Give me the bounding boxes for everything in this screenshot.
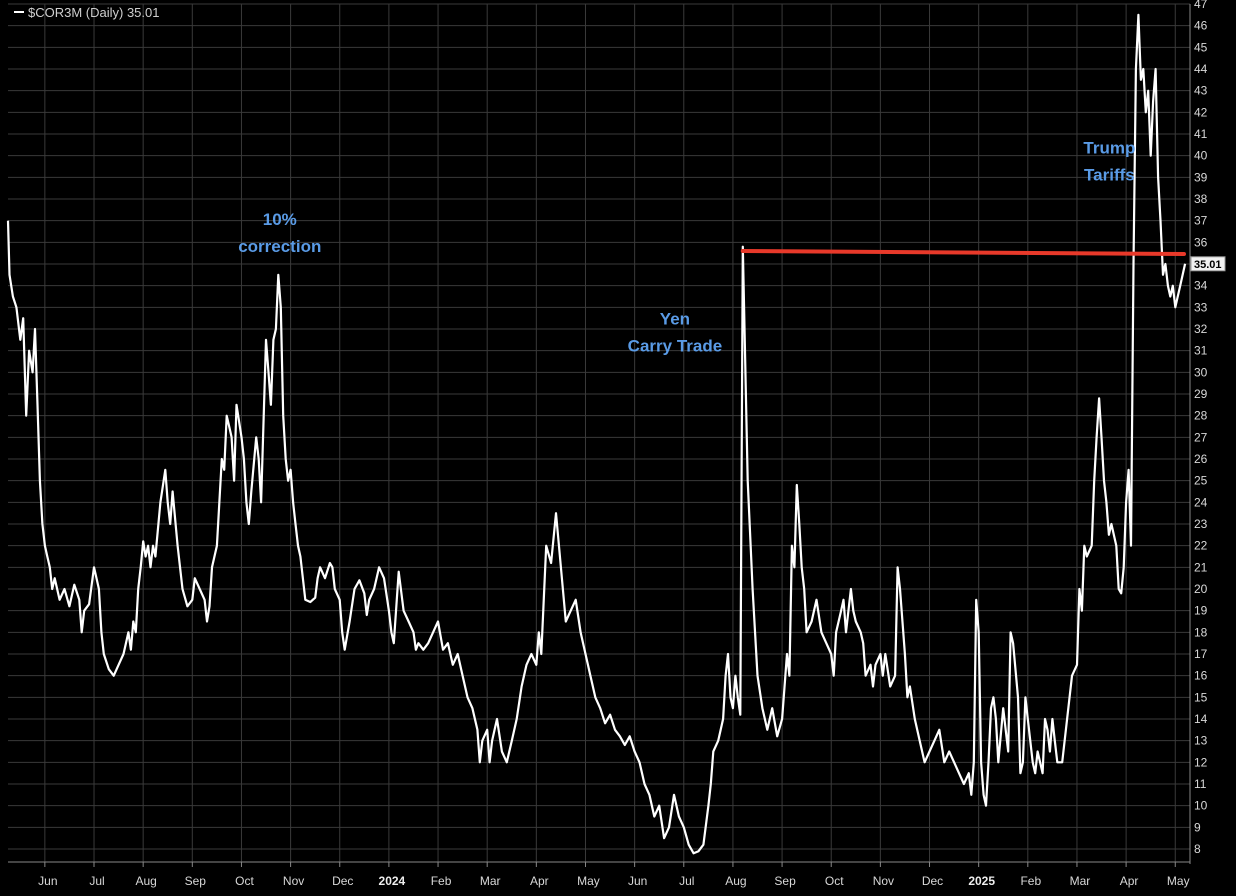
y-tick-label: 18 bbox=[1194, 625, 1208, 639]
y-tick-label: 40 bbox=[1194, 149, 1208, 163]
y-tick-label: 21 bbox=[1194, 560, 1208, 574]
x-tick-label: Feb bbox=[1020, 874, 1041, 888]
y-tick-label: 33 bbox=[1194, 300, 1208, 314]
x-tick-label: May bbox=[1167, 874, 1190, 888]
annotations: 10% correction Yen Carry Trade Trump Tariffs bbox=[238, 139, 1135, 356]
x-tick-label: Jun bbox=[38, 874, 57, 888]
x-tick-label: Aug bbox=[725, 874, 746, 888]
y-tick-label: 32 bbox=[1194, 322, 1208, 336]
y-tick-label: 42 bbox=[1194, 105, 1208, 119]
y-axis: 8 9 10 11 12 13 14 15 16 17 18 19 20 21 22 23 24 25 26 27 28… bbox=[1189, 0, 1226, 864]
y-tick-label: 38 bbox=[1194, 192, 1208, 206]
series-line bbox=[6, 13, 1187, 855]
x-tick-label: 2025 bbox=[968, 874, 995, 888]
x-tick-label: Feb bbox=[431, 874, 452, 888]
x-tick-label: Jul bbox=[679, 874, 694, 888]
x-tick-label: Dec bbox=[332, 874, 353, 888]
y-tick-label: 22 bbox=[1194, 539, 1208, 553]
y-tick-label: 34 bbox=[1194, 279, 1208, 293]
legend: $COR3M (Daily) 35.01 bbox=[14, 5, 160, 20]
x-tick-label: Apr bbox=[530, 874, 549, 888]
legend-swatch bbox=[14, 11, 24, 13]
y-tick-label: 46 bbox=[1194, 19, 1208, 33]
y-tick-label: 9 bbox=[1194, 820, 1201, 834]
x-tick-label: Dec bbox=[922, 874, 943, 888]
y-tick-label: 43 bbox=[1194, 84, 1208, 98]
annotation-text: Tariffs bbox=[1084, 166, 1135, 185]
x-tick-label: Jul bbox=[89, 874, 104, 888]
y-tick-label: 37 bbox=[1194, 214, 1208, 228]
annotation-text: Yen bbox=[660, 310, 690, 329]
x-tick-label: Nov bbox=[283, 874, 304, 888]
y-tick-label: 31 bbox=[1194, 344, 1208, 358]
y-tick-label: 12 bbox=[1194, 755, 1208, 769]
y-tick-label: 24 bbox=[1194, 495, 1208, 509]
last-value-label: 35.01 bbox=[1194, 259, 1222, 271]
x-tick-label: Mar bbox=[480, 874, 501, 888]
y-tick-label: 39 bbox=[1194, 170, 1208, 184]
annotation-text: 10% bbox=[263, 210, 297, 229]
last-value-badge bbox=[1190, 256, 1226, 272]
annotation-text: Carry Trade bbox=[628, 337, 723, 356]
y-tick-label: 25 bbox=[1194, 474, 1208, 488]
y-tick-label: 36 bbox=[1194, 235, 1208, 249]
x-tick-label: Sep bbox=[774, 874, 796, 888]
y-tick-label: 47 bbox=[1194, 0, 1208, 11]
y-tick-label: 19 bbox=[1194, 604, 1208, 618]
x-tick-label: Nov bbox=[873, 874, 894, 888]
x-tick-label: Mar bbox=[1070, 874, 1091, 888]
y-tick-label: 30 bbox=[1194, 365, 1208, 379]
y-tick-label: 20 bbox=[1194, 582, 1208, 596]
y-tick-label: 45 bbox=[1194, 40, 1208, 54]
y-tick-label: 8 bbox=[1194, 842, 1201, 856]
y-tick-label: 27 bbox=[1194, 430, 1208, 444]
gridlines bbox=[8, 3, 1190, 862]
x-tick-label: Sep bbox=[185, 874, 207, 888]
y-tick-label: 11 bbox=[1194, 777, 1207, 791]
y-tick-label: 10 bbox=[1194, 799, 1208, 813]
x-tick-label: Aug bbox=[135, 874, 156, 888]
y-tick-label: 17 bbox=[1194, 647, 1208, 661]
x-tick-label: Apr bbox=[1120, 874, 1139, 888]
y-tick-label: 14 bbox=[1194, 712, 1208, 726]
y-tick-label: 23 bbox=[1194, 517, 1208, 531]
y-tick-label: 41 bbox=[1194, 127, 1208, 141]
reference-line bbox=[740, 249, 1186, 256]
x-axis: Jun Jul Aug Sep Oct Nov Dec 2024 Feb Mar Apr May Jun… bbox=[8, 861, 1190, 888]
y-tick-label: 13 bbox=[1194, 734, 1208, 748]
y-tick-label: 26 bbox=[1194, 452, 1208, 466]
annotation-text: Trump bbox=[1083, 139, 1135, 158]
x-tick-label: 2024 bbox=[379, 874, 406, 888]
y-tick-label: 29 bbox=[1194, 387, 1208, 401]
x-tick-label: May bbox=[577, 874, 600, 888]
legend-label: $COR3M (Daily) 35.01 bbox=[28, 5, 160, 20]
y-tick-label: 15 bbox=[1194, 690, 1208, 704]
x-tick-label: Jun bbox=[628, 874, 647, 888]
plot-area bbox=[6, 13, 1187, 855]
y-tick-label: 16 bbox=[1194, 669, 1208, 683]
x-tick-label: Oct bbox=[825, 874, 844, 888]
annotation-text: correction bbox=[238, 237, 321, 256]
x-tick-label: Oct bbox=[235, 874, 254, 888]
y-tick-label: 44 bbox=[1194, 62, 1208, 76]
y-tick-label: 28 bbox=[1194, 409, 1208, 423]
